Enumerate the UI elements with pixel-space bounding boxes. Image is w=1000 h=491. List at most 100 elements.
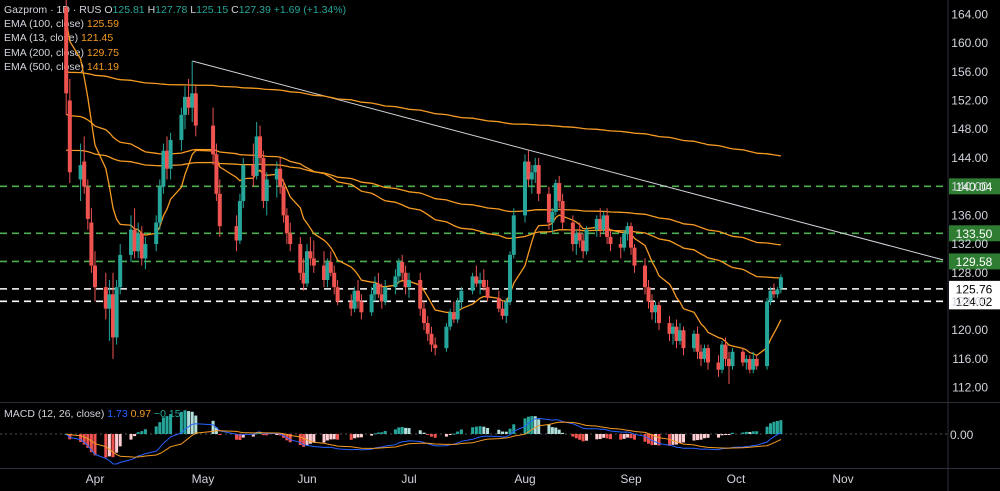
candle [421, 301, 426, 331]
candle [504, 297, 509, 324]
candle-body [550, 211, 555, 223]
candle-body [751, 358, 756, 370]
candle-body [657, 305, 661, 324]
candle-body [674, 326, 679, 341]
y-tick-label: 156.00 [951, 65, 988, 79]
open-label: O [104, 4, 113, 16]
macd-histogram-bar [448, 434, 452, 435]
y-tick-label: 124.00 [951, 295, 988, 309]
candle-body [400, 262, 405, 273]
candle-body [478, 279, 483, 284]
candle [349, 294, 354, 316]
candle-body [322, 265, 326, 280]
candle-body [702, 348, 707, 359]
candle [768, 287, 773, 306]
candle-body [425, 323, 430, 334]
candle-body [403, 272, 408, 288]
candle [574, 229, 579, 255]
macd-histogram-bar [581, 434, 585, 442]
candle-body [553, 183, 558, 212]
macd-histogram-bar [383, 431, 387, 434]
macd-histogram-bar [158, 422, 162, 434]
macd-histogram-bar [143, 429, 147, 434]
candle-body [768, 290, 773, 302]
macd-histogram-bar [741, 432, 745, 434]
candle [251, 143, 256, 187]
candle [93, 251, 97, 302]
candle [657, 301, 661, 331]
macd-histogram-bar [129, 434, 133, 440]
candle [89, 208, 94, 273]
macd-histogram-bar [744, 431, 748, 434]
macd-histogram-bar [755, 431, 759, 434]
macd-histogram-bar [211, 420, 215, 434]
candle-body [730, 351, 735, 367]
candle-body [301, 272, 306, 284]
candle-body [775, 289, 780, 295]
candle-body [335, 287, 340, 302]
macd-histogram-bar [720, 434, 724, 436]
macd-histogram-bar [275, 434, 279, 435]
candle [500, 301, 505, 320]
candle-body [328, 262, 333, 273]
y-tick-label: 164.00 [951, 7, 988, 21]
candle-body [190, 93, 195, 108]
candle [161, 143, 166, 194]
level-label: 140.04 [956, 180, 993, 194]
candle-body [474, 276, 479, 284]
macd-histogram-bar [165, 416, 169, 434]
macd-histogram-bar [692, 434, 696, 441]
candles [64, 0, 783, 385]
macd-histogram-bar [682, 434, 685, 443]
candle-body [723, 344, 728, 359]
legend-ema-row: EMA (200, close) 129.75 [4, 46, 346, 60]
candle [114, 279, 119, 345]
candle-body [349, 301, 354, 309]
candle-body [93, 265, 97, 288]
candle-body [470, 276, 475, 291]
macd-histogram-bar [251, 434, 255, 437]
macd-histogram-bar [179, 411, 183, 434]
macd-histogram-bar [380, 432, 384, 434]
macd-histogram-bar [608, 434, 612, 440]
candle [369, 287, 374, 316]
macd-histogram-bar [418, 430, 422, 434]
candle [448, 308, 453, 331]
low-label: L [190, 4, 197, 16]
candle [577, 222, 582, 248]
candle-body [594, 218, 599, 230]
macd-histogram-bar [404, 427, 408, 434]
macd-histogram-bar [89, 434, 93, 453]
candle [598, 208, 603, 237]
candle [771, 283, 776, 298]
candle-body [356, 290, 360, 302]
macd-histogram-bar [501, 431, 505, 434]
x-tick-label: Nov [832, 472, 853, 486]
candle-body [681, 330, 686, 349]
candle [678, 323, 682, 345]
y-tick-label: 136.00 [951, 208, 988, 222]
candle [560, 193, 565, 230]
macd-histogram-bar [353, 434, 357, 439]
candle-body [574, 233, 579, 245]
candle-body [359, 301, 364, 313]
macd-histogram-bar [727, 434, 731, 435]
candle [699, 344, 703, 367]
level-label: 133.50 [956, 227, 993, 241]
y-tick-label: 160.00 [951, 36, 988, 50]
macd-histogram-bar [703, 434, 706, 439]
open-value: 125.81 [112, 4, 145, 16]
macd-label: MACD (12, 26, close) [4, 408, 105, 420]
candle-body [429, 333, 434, 345]
macd-histogram-bar [626, 434, 630, 438]
y-tick-label: 132.00 [951, 237, 988, 251]
level-badge [949, 253, 1000, 270]
candle [139, 226, 144, 266]
candle [481, 269, 486, 291]
candle-body [298, 244, 303, 273]
candle-body [161, 150, 166, 187]
candle-body [332, 272, 337, 288]
candle [601, 211, 606, 234]
candle-body [407, 279, 411, 288]
